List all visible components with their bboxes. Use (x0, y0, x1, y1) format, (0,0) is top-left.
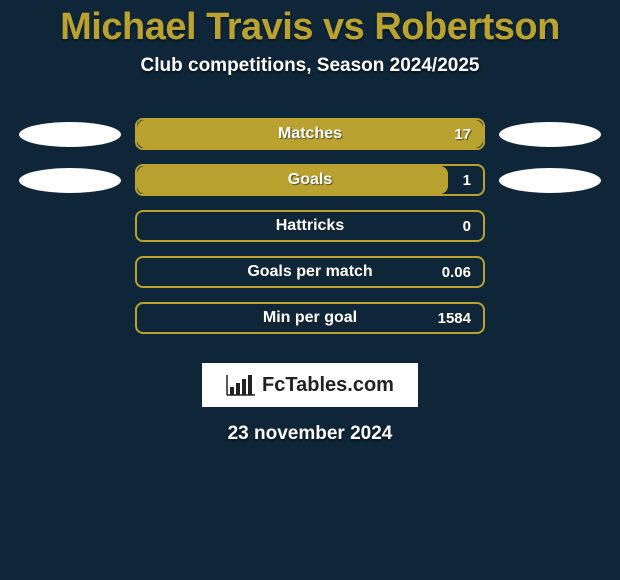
stat-row: Min per goal1584 (0, 295, 620, 341)
stat-rows: Matches17 Goals1 Hattricks0 Goals per match… (0, 111, 620, 341)
stat-value: 0.06 (442, 258, 471, 286)
left-player-ellipse-slot (15, 214, 125, 239)
stat-row: Goals1 (0, 157, 620, 203)
bar-chart-icon (226, 374, 256, 396)
player-ellipse (19, 122, 121, 147)
stat-bar: Goals1 (135, 164, 485, 196)
page-subtitle: Club competitions, Season 2024/2025 (0, 55, 620, 77)
stat-bar: Hattricks0 (135, 210, 485, 242)
stat-value: 0 (463, 212, 471, 240)
stat-value: 17 (454, 120, 471, 148)
stat-row: Matches17 (0, 111, 620, 157)
stat-row: Goals per match0.06 (0, 249, 620, 295)
generated-date: 23 november 2024 (0, 423, 620, 445)
player-ellipse (19, 168, 121, 193)
stat-label: Matches (137, 120, 483, 148)
player-ellipse (499, 168, 601, 193)
right-player-ellipse-slot (495, 122, 605, 147)
right-player-ellipse-slot (495, 306, 605, 331)
right-player-ellipse-slot (495, 214, 605, 239)
logo-text: FcTables.com (262, 374, 394, 397)
stat-value: 1584 (438, 304, 471, 332)
comparison-infographic: Michael Travis vs Robertson Club competi… (0, 0, 620, 580)
right-player-ellipse-slot (495, 260, 605, 285)
stat-label: Goals (137, 166, 483, 194)
left-player-ellipse-slot (15, 306, 125, 331)
left-player-ellipse-slot (15, 168, 125, 193)
page-title: Michael Travis vs Robertson (0, 0, 620, 49)
stat-row: Hattricks0 (0, 203, 620, 249)
stat-label: Hattricks (137, 212, 483, 240)
stat-bar: Matches17 (135, 118, 485, 150)
stat-label: Min per goal (137, 304, 483, 332)
left-player-ellipse-slot (15, 260, 125, 285)
stat-value: 1 (463, 166, 471, 194)
player-ellipse (499, 122, 601, 147)
stat-bar: Min per goal1584 (135, 302, 485, 334)
left-player-ellipse-slot (15, 122, 125, 147)
stat-bar: Goals per match0.06 (135, 256, 485, 288)
site-logo: FcTables.com (202, 363, 418, 407)
right-player-ellipse-slot (495, 168, 605, 193)
stat-label: Goals per match (137, 258, 483, 286)
